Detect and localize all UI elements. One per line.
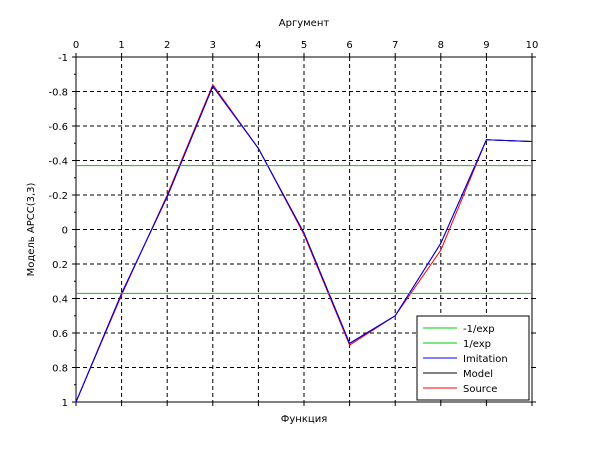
x-tick-label: 2 [164,40,170,51]
y-tick-label: -0.8 [48,88,68,99]
y-tick-label: -0.4 [48,157,68,168]
x-tick-label: 5 [301,40,307,51]
legend-label: -1/exp [463,324,495,335]
y-tick-label: 0.4 [52,295,68,306]
x-tick-label: 4 [255,40,261,51]
y-tick-label: 1 [62,398,68,409]
x-tick-label: 10 [526,40,539,51]
y-tick-label: -1 [58,53,68,64]
x-axis-label: Функция [281,414,327,425]
legend-label: 1/exp [463,339,491,350]
series-line-imitation [75,85,533,403]
legend-label: Model [463,369,493,380]
x-tick-label: 8 [438,40,444,51]
y-tick-label: -0.6 [48,122,68,133]
y-tick-label: 0.6 [52,329,68,340]
y-tick-label: 0.2 [52,260,68,271]
x-tick-label: 1 [118,40,124,51]
x-tick-label: 6 [346,40,352,51]
legend-label: Source [463,384,497,395]
y-tick-label: 0.8 [52,364,68,375]
legend-label: Imitation [463,354,508,365]
x-tick-label: 9 [483,40,489,51]
y-tick-label: -0.2 [48,191,68,202]
x-tick-label: 3 [210,40,216,51]
y-axis-label: Модель АРСС(3,3) [26,182,37,276]
x-tick-label: 0 [73,40,79,51]
y-tick-label: 0 [62,226,68,237]
chart-title: Аргумент [279,18,330,29]
x-tick-label: 7 [392,40,398,51]
